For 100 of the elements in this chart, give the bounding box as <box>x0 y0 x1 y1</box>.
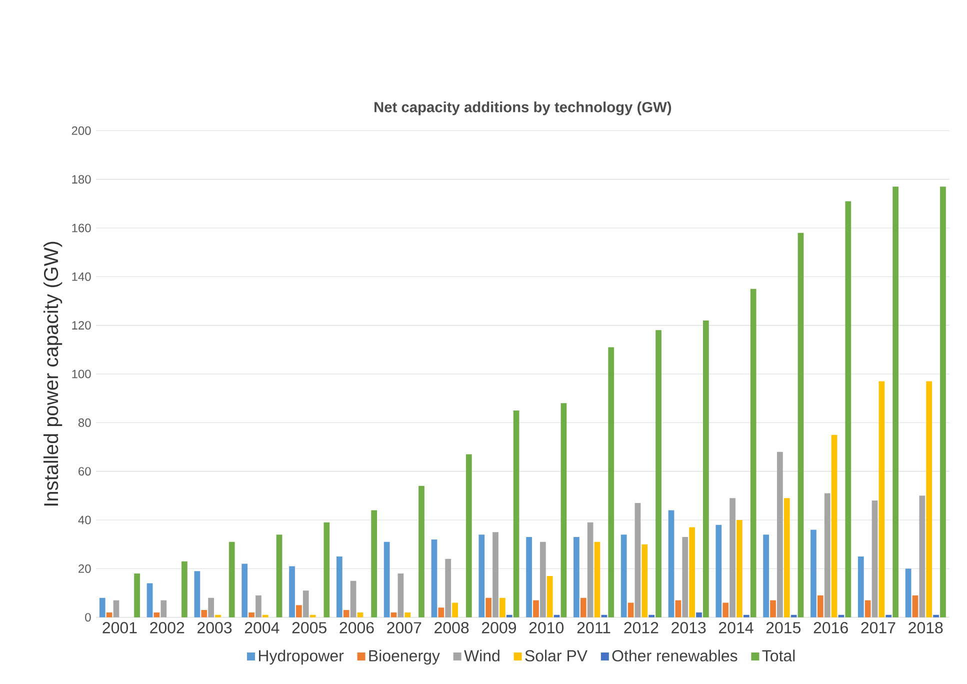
bar <box>343 610 350 618</box>
bar <box>689 527 695 618</box>
bar <box>905 568 912 618</box>
bar <box>418 486 424 618</box>
bar <box>296 605 302 618</box>
bar <box>554 614 560 618</box>
y-tick-label: 60 <box>78 467 91 476</box>
x-tick-label: 2016 <box>814 622 848 634</box>
bar <box>750 288 756 618</box>
bar <box>722 602 729 618</box>
bar <box>838 614 844 618</box>
bar <box>798 232 804 618</box>
bar <box>620 534 627 618</box>
bar <box>438 608 444 618</box>
bar <box>134 574 140 618</box>
bar <box>404 612 411 618</box>
bar <box>886 614 892 618</box>
bar <box>248 612 254 618</box>
bar <box>154 612 160 618</box>
bar <box>201 610 208 618</box>
x-tick-label: 2006 <box>340 622 374 634</box>
y-tick-label: 120 <box>72 321 91 330</box>
y-tick-label: 100 <box>72 370 91 378</box>
bar <box>262 614 268 618</box>
bar <box>208 598 214 618</box>
bar <box>810 530 816 618</box>
bar <box>933 614 939 618</box>
bar <box>878 381 885 618</box>
bar <box>817 595 824 618</box>
x-tick-label: 2003 <box>198 622 232 634</box>
bar <box>608 347 614 618</box>
bar <box>736 520 742 618</box>
bar <box>675 600 682 618</box>
y-tick-label: 140 <box>72 272 91 281</box>
bar <box>324 522 330 618</box>
bar <box>790 614 797 618</box>
bar <box>106 612 112 618</box>
bar <box>431 539 438 618</box>
bar <box>634 502 641 618</box>
bar <box>384 542 390 618</box>
bar <box>215 614 221 618</box>
bar <box>336 556 342 618</box>
bar <box>371 510 378 618</box>
x-tick-label: 2001 <box>102 622 137 634</box>
bar <box>228 542 235 618</box>
bar <box>594 542 600 618</box>
bar <box>940 186 946 618</box>
x-tick-label: 2005 <box>292 622 326 634</box>
x-tick-label: 2010 <box>529 622 564 634</box>
bar <box>445 558 452 618</box>
bar <box>466 454 472 618</box>
bar <box>784 498 790 618</box>
y-tick-label: 160 <box>72 224 91 232</box>
bar <box>926 381 932 618</box>
bar <box>858 556 864 618</box>
bar <box>702 320 709 618</box>
bar <box>390 612 397 618</box>
bar <box>716 524 722 618</box>
bar <box>892 186 898 618</box>
bar <box>492 532 498 618</box>
bar <box>682 537 688 618</box>
bar <box>656 330 662 618</box>
x-tick-label: 2002 <box>150 622 184 634</box>
legend-label: Total <box>762 650 795 662</box>
legend-label: Hydropower <box>258 650 344 665</box>
bar <box>824 493 830 618</box>
bar <box>486 598 492 618</box>
bar <box>182 561 188 618</box>
bar <box>506 614 512 618</box>
y-tick-label: 20 <box>78 564 91 573</box>
bar <box>864 600 871 618</box>
legend-label: Bioenergy <box>369 650 440 665</box>
bar <box>357 612 364 618</box>
bar <box>696 612 702 618</box>
y-tick-label: 180 <box>72 175 91 184</box>
x-tick-label: 2013 <box>672 622 706 634</box>
bar <box>763 534 770 618</box>
bar <box>587 522 594 618</box>
x-tick-label: 2018 <box>908 622 943 634</box>
bar <box>478 534 485 618</box>
bar <box>256 595 262 618</box>
x-tick-label: 2009 <box>482 622 516 634</box>
bar <box>398 574 404 618</box>
x-tick-label: 2004 <box>244 622 280 634</box>
bar <box>912 595 918 618</box>
x-tick-label: 2012 <box>624 622 658 634</box>
bar <box>302 590 309 618</box>
bar <box>642 544 648 618</box>
bar <box>194 571 200 618</box>
bar <box>113 600 120 618</box>
y-tick-label: 40 <box>78 516 91 524</box>
bar <box>743 614 750 618</box>
bar <box>310 614 316 618</box>
bar <box>526 537 532 618</box>
chart-title: Net capacity additions by technology (GW) <box>374 102 672 116</box>
bar <box>872 500 878 618</box>
bar <box>580 598 586 618</box>
bar <box>845 201 852 618</box>
y-tick-label: 200 <box>72 126 91 135</box>
x-tick-label: 2015 <box>766 622 801 634</box>
